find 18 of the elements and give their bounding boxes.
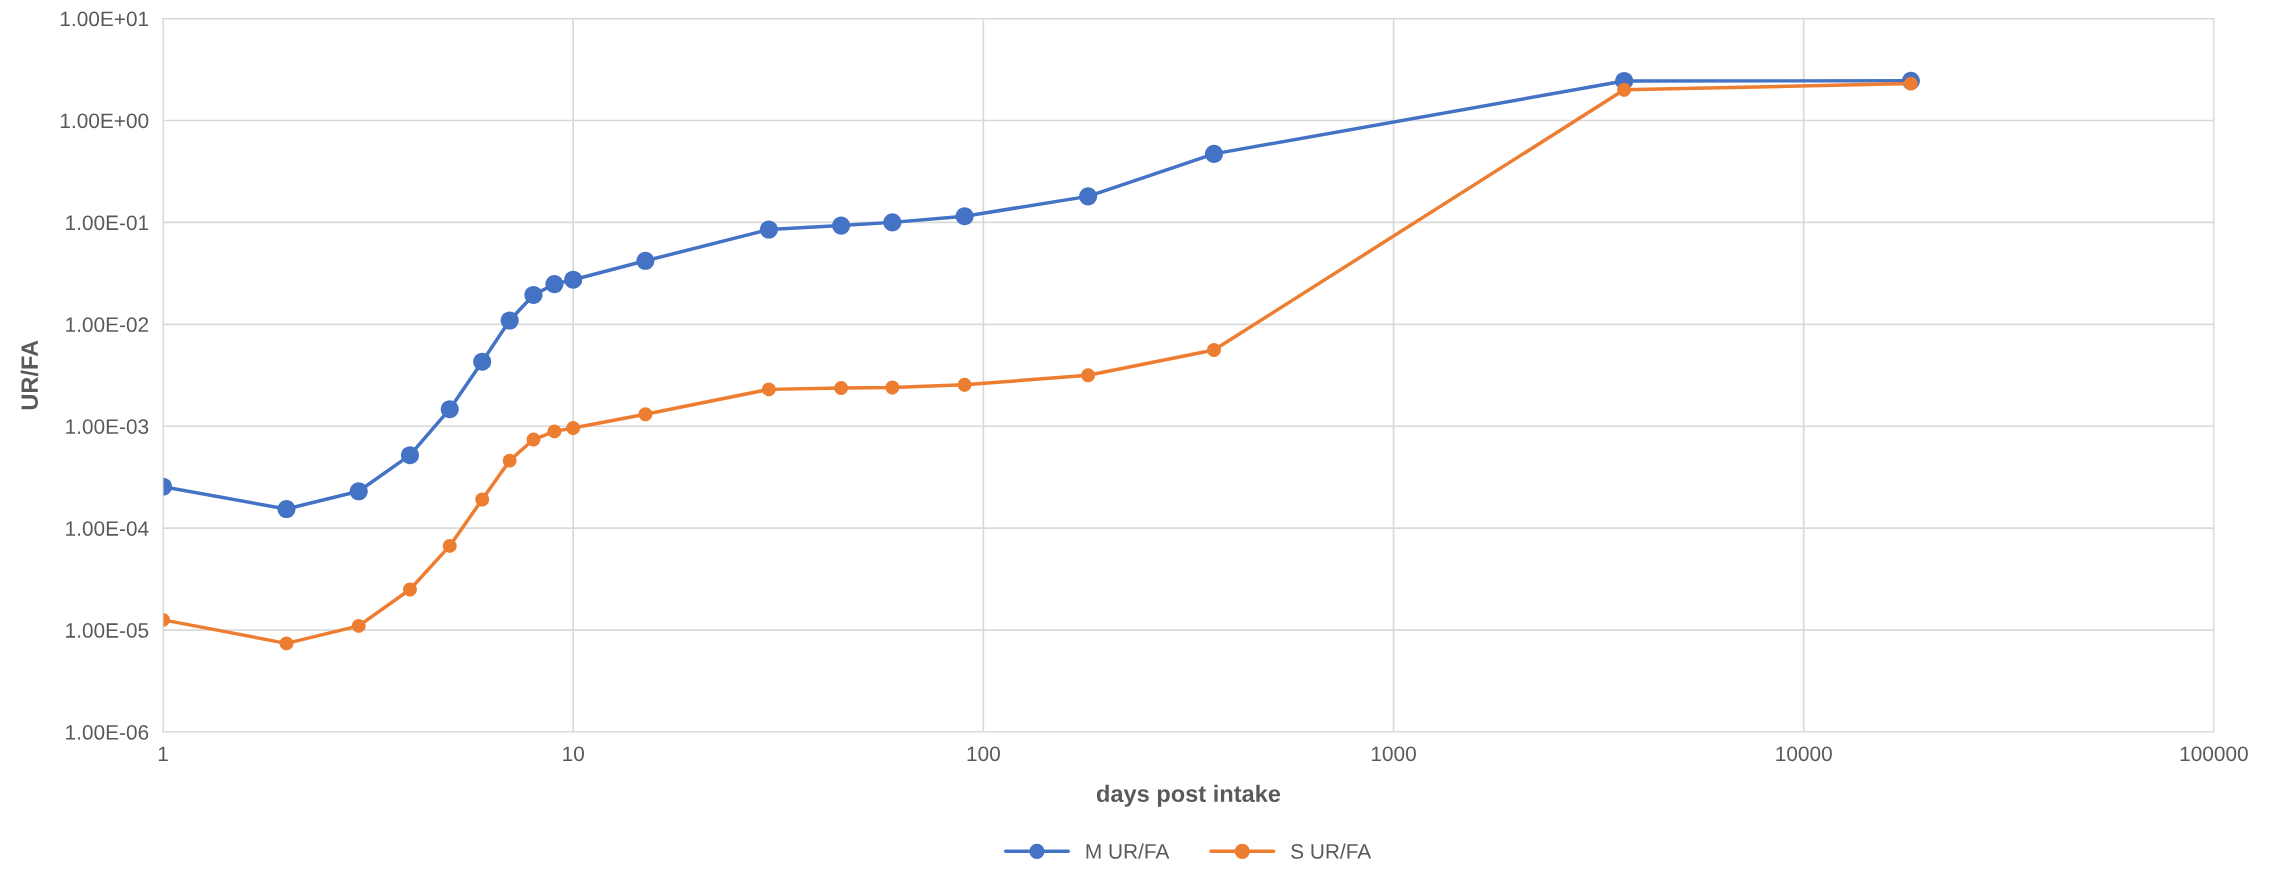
y-tick-label: 1.00E-05: [66, 623, 149, 638]
legend-label: S UR/FA: [1291, 843, 1372, 859]
y-axis-title: UR/FA: [20, 340, 39, 410]
x-tick-label: 1000: [1371, 746, 1416, 762]
x-tick-label: 100: [967, 746, 1000, 762]
y-tick-label: 1.00E+00: [60, 113, 149, 129]
x-tick-label: 10000: [1776, 746, 1832, 762]
legend-label: M UR/FA: [1086, 843, 1170, 859]
y-tick-label: 1.00E-04: [66, 521, 149, 536]
y-tick-label: 1.00E+01: [60, 11, 149, 27]
x-tick-label: 10: [563, 746, 584, 762]
y-tick-label: 1.00E-06: [66, 725, 149, 740]
y-tick-label: 1.00E-03: [66, 419, 149, 434]
x-axis-title: days post intake: [1096, 784, 1281, 807]
x-tick-label: 100000: [2180, 746, 2248, 762]
x-tick-label: 1: [158, 746, 168, 761]
y-tick-label: 1.00E-02: [66, 317, 149, 333]
y-tick-label: 1.00E-01: [66, 215, 149, 231]
